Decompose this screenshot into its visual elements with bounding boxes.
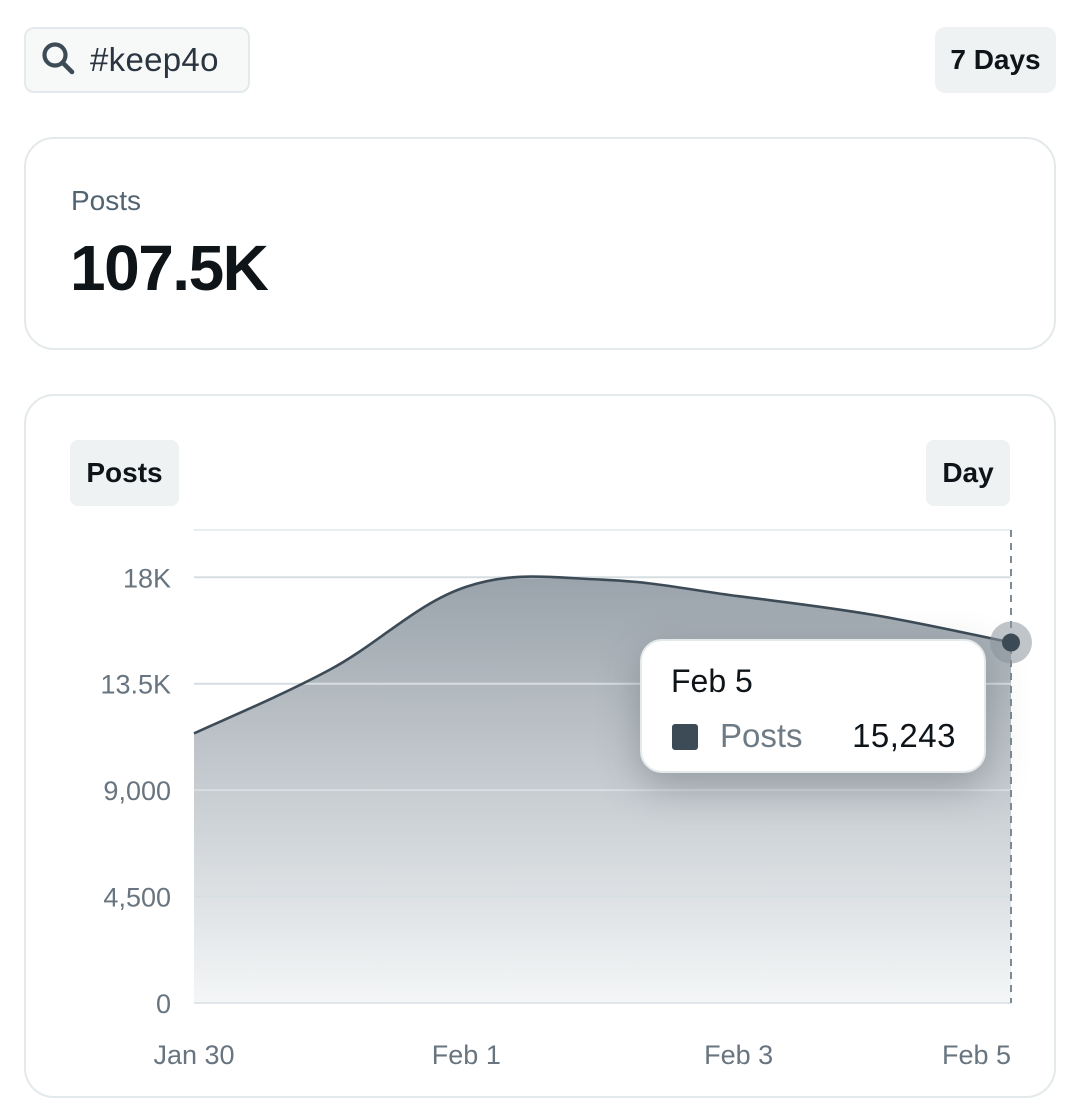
metric-selector-button[interactable]: Posts	[70, 440, 179, 506]
chart-card: 0 4,500 9,000 13.5K 18K Jan 30 Feb 1 Feb 3 Feb 5…	[24, 394, 1056, 1098]
x-tick-label: Feb 5	[942, 1040, 1011, 1070]
y-tick-label: 0	[156, 989, 171, 1019]
x-tick-label: Jan 30	[153, 1040, 234, 1070]
interval-selector-button[interactable]: Day	[926, 440, 1010, 506]
posts-summary-card: Posts 107.5K	[24, 137, 1056, 350]
chart-tooltip: Feb 5 Posts 15,243	[640, 639, 986, 773]
date-range-button[interactable]: 7 Days	[935, 27, 1056, 93]
tooltip-date: Feb 5	[671, 663, 753, 699]
tooltip-value: 15,243	[852, 717, 956, 754]
tooltip-series-swatch	[672, 724, 698, 750]
highlight-point	[1002, 633, 1020, 652]
summary-label: Posts	[71, 185, 142, 216]
posts-series-line	[193, 575, 1012, 735]
y-tick-label: 9,000	[103, 776, 171, 806]
search-chip[interactable]: #keep4o	[24, 27, 250, 93]
x-tick-label: Feb 3	[704, 1040, 773, 1070]
y-tick-label: 13.5K	[100, 670, 171, 700]
summary-value: 107.5K	[70, 232, 269, 304]
y-tick-label: 18K	[123, 563, 171, 593]
tooltip-series-name: Posts	[720, 717, 803, 754]
search-query: #keep4o	[90, 41, 219, 78]
search-icon	[40, 40, 76, 81]
x-tick-label: Feb 1	[432, 1040, 501, 1070]
y-tick-label: 4,500	[103, 883, 171, 913]
